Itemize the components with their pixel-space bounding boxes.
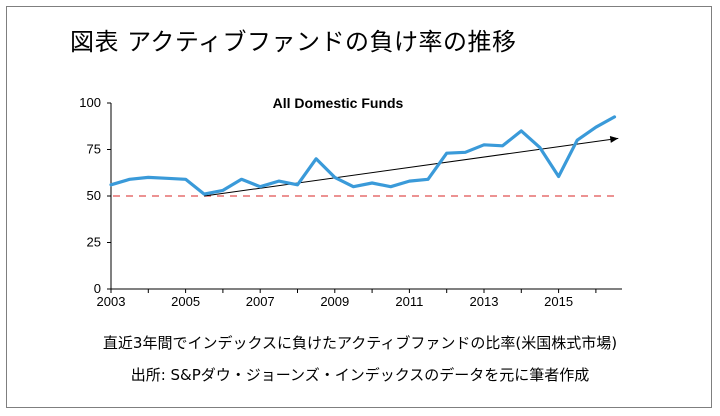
series-line [109,115,617,196]
chart-title: All Domestic Funds [273,95,404,111]
figure-title: 図表 アクティブファンドの負け率の推移 [70,28,517,56]
x-tick-label: 2011 [395,294,423,309]
x-tick-label: 2003 [97,294,126,309]
x-tick-label: 2013 [470,294,499,309]
caption-description: 直近3年間でインデックスに負けたアクティブファンドの比率(米国株式市場) [102,334,618,352]
trend-arrowhead [609,135,619,143]
x-tick-label: 2007 [246,294,275,309]
y-tick-label: 0 [94,281,101,296]
y-tick-label: 50 [87,188,101,203]
y-tick-label: 25 [87,235,101,250]
y-tick-label: 75 [87,142,101,157]
x-tick-label: 2009 [320,294,349,309]
caption-source: 出所: S&Pダウ・ジョーンズ・インデックスのデータを元に筆者作成 [130,366,590,384]
x-tick-label: 2005 [171,294,200,309]
x-tick-label: 2015 [544,294,573,309]
figure-frame [6,6,712,408]
trend-line [204,137,619,197]
y-tick-label: 100 [79,95,101,110]
